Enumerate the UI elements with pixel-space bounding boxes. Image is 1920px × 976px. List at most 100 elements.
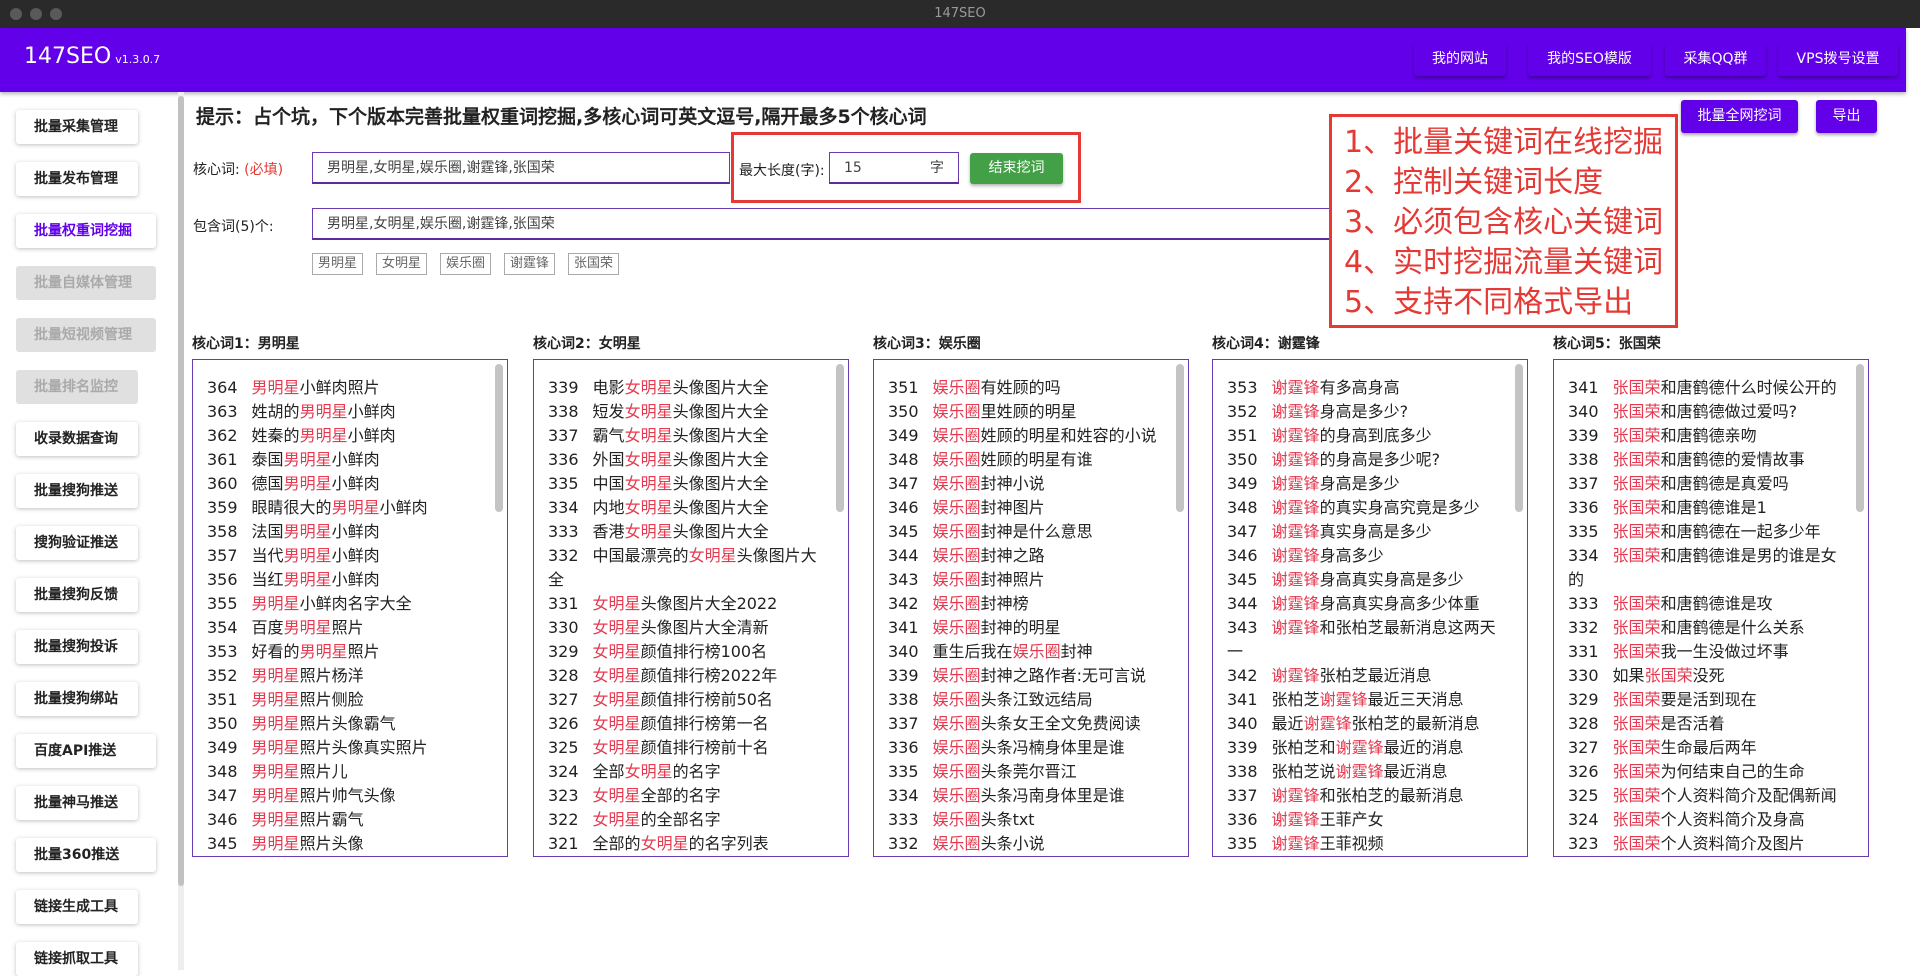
list-scrollbar[interactable] — [495, 364, 503, 512]
list-item[interactable]: 337 张国荣和唐鹤德是真爱吗 — [1568, 472, 1838, 496]
batch-mining-button[interactable]: 批量全网挖词 — [1681, 100, 1798, 133]
sidebar-item[interactable]: 批量搜狗反馈 — [16, 578, 138, 612]
list-item[interactable]: 341 娱乐圈封神的明星 — [888, 616, 1158, 640]
list-item[interactable]: 321 全部的女明星的名字列表 — [548, 832, 818, 856]
sidebar-item[interactable]: 批量搜狗推送 — [16, 474, 138, 508]
list-item[interactable]: 356 当红男明星小鲜肉 — [207, 568, 477, 592]
list-item[interactable]: 362 姓秦的男明星小鲜肉 — [207, 424, 477, 448]
list-item[interactable]: 348 娱乐圈姓顾的明星有谁 — [888, 448, 1158, 472]
list-item[interactable]: 342 娱乐圈封神榜 — [888, 592, 1158, 616]
sidebar-item[interactable]: 链接抓取工具 — [16, 942, 138, 976]
list-item[interactable]: 348 男明星照片儿 — [207, 760, 477, 784]
sidebar-item[interactable]: 批量自媒体管理 — [16, 266, 156, 300]
list-item[interactable]: 323 女明星全部的名字 — [548, 784, 818, 808]
list-item[interactable]: 359 眼睛很大的男明星小鲜肉 — [207, 496, 477, 520]
list-item[interactable]: 331 张国荣我一生没做过坏事 — [1568, 640, 1838, 664]
list-item[interactable]: 347 男明星照片帅气头像 — [207, 784, 477, 808]
list-item[interactable]: 332 娱乐圈头条小说 — [888, 832, 1158, 856]
list-item[interactable]: 353 谢霆锋有多高身高 — [1227, 376, 1497, 400]
core-word-input[interactable]: 男明星,女明星,娱乐圈,谢霆锋,张国荣 — [312, 152, 730, 184]
list-item[interactable]: 322 女明星的全部名字 — [548, 808, 818, 832]
list-item[interactable]: 327 女明星颜值排行榜前50名 — [548, 688, 818, 712]
list-scrollbar[interactable] — [1176, 364, 1184, 512]
list-item[interactable]: 324 全部女明星的名字 — [548, 760, 818, 784]
list-item[interactable]: 357 当代男明星小鲜肉 — [207, 544, 477, 568]
list-item[interactable]: 326 女明星颜值排行榜第一名 — [548, 712, 818, 736]
keyword-list[interactable]: 339 电影女明星头像图片大全 338 短发女明星头像图片大全 337 霸气女明星头像图片… — [533, 359, 849, 857]
list-item[interactable]: 325 女明星颜值排行榜前十名 — [548, 736, 818, 760]
list-item[interactable]: 334 张国荣和唐鹤德谁是男的谁是女的 — [1568, 544, 1838, 592]
list-item[interactable]: 349 娱乐圈姓顾的明星和姓容的小说 — [888, 424, 1158, 448]
list-item[interactable]: 334 内地女明星头像图片大全 — [548, 496, 818, 520]
list-item[interactable]: 333 张国荣和唐鹤德谁是攻 — [1568, 592, 1838, 616]
sidebar-item[interactable]: 批量排名监控 — [16, 370, 138, 404]
list-item[interactable]: 324 张国荣个人资料简介及身高 — [1568, 808, 1838, 832]
sidebar-item[interactable]: 批量360推送 — [16, 838, 156, 872]
list-item[interactable]: 346 男明星照片霸气 — [207, 808, 477, 832]
list-item[interactable]: 340 重生后我在娱乐圈封神 — [888, 640, 1158, 664]
close-window-button[interactable] — [10, 8, 22, 20]
list-item[interactable]: 339 娱乐圈封神之路作者:无可言说 — [888, 664, 1158, 688]
list-item[interactable]: 335 谢霆锋王菲视频 — [1227, 832, 1497, 856]
keyword-list[interactable]: 353 谢霆锋有多高身高 352 谢霆锋身高是多少? 351 谢霆锋的身高到底多少 350 谢… — [1212, 359, 1528, 857]
qq-group-button[interactable]: 采集QQ群 — [1665, 43, 1766, 76]
list-item[interactable]: 345 谢霆锋身高真实身高是多少 — [1227, 568, 1497, 592]
list-item[interactable]: 346 娱乐圈封神图片 — [888, 496, 1158, 520]
sidebar-item[interactable]: 链接生成工具 — [16, 890, 138, 924]
list-item[interactable]: 350 娱乐圈里姓顾的明星 — [888, 400, 1158, 424]
list-item[interactable]: 343 娱乐圈封神照片 — [888, 568, 1158, 592]
list-item[interactable]: 333 娱乐圈头条txt — [888, 808, 1158, 832]
list-item[interactable]: 337 娱乐圈头条女王全文免费阅读 — [888, 712, 1158, 736]
list-item[interactable]: 361 泰国男明星小鲜肉 — [207, 448, 477, 472]
sidebar-item[interactable]: 批量神马推送 — [16, 786, 138, 820]
list-item[interactable]: 331 女明星头像图片大全2022 — [548, 592, 818, 616]
list-item[interactable]: 336 娱乐圈头条冯楠身体里是谁 — [888, 736, 1158, 760]
list-item[interactable]: 333 香港女明星头像图片大全 — [548, 520, 818, 544]
tag[interactable]: 张国荣 — [568, 253, 620, 275]
list-item[interactable]: 343 谢霆锋和张柏芝最新消息这两天一 — [1227, 616, 1497, 664]
list-item[interactable]: 344 娱乐圈封神之路 — [888, 544, 1158, 568]
max-length-input[interactable]: 15 字 — [829, 152, 959, 184]
list-item[interactable]: 353 好看的男明星照片 — [207, 640, 477, 664]
list-item[interactable]: 352 男明星照片杨洋 — [207, 664, 477, 688]
tag[interactable]: 谢霆锋 — [504, 253, 556, 275]
window-controls[interactable] — [10, 8, 62, 20]
list-item[interactable]: 363 姓胡的男明星小鲜肉 — [207, 400, 477, 424]
list-item[interactable]: 351 谢霆锋的身高到底多少 — [1227, 424, 1497, 448]
list-item[interactable]: 352 谢霆锋身高是多少? — [1227, 400, 1497, 424]
sidebar-item[interactable]: 收录数据查询 — [16, 422, 138, 456]
list-item[interactable]: 350 谢霆锋的身高是多少呢? — [1227, 448, 1497, 472]
list-item[interactable]: 350 男明星照片头像霸气 — [207, 712, 477, 736]
list-item[interactable]: 336 谢霆锋王菲产女 — [1227, 808, 1497, 832]
list-item[interactable]: 339 张柏芝和谢霆锋最近的消息 — [1227, 736, 1497, 760]
sidebar-item[interactable]: 批量短视频管理 — [16, 318, 156, 352]
list-item[interactable]: 330 女明星头像图片大全清新 — [548, 616, 818, 640]
list-item[interactable]: 329 女明星颜值排行榜100名 — [548, 640, 818, 664]
list-item[interactable]: 328 女明星颜值排行榜2022年 — [548, 664, 818, 688]
list-item[interactable]: 325 张国荣个人资料简介及配偶新闻 — [1568, 784, 1838, 808]
tag[interactable]: 女明星 — [376, 253, 428, 275]
my-site-button[interactable]: 我的网站 — [1414, 43, 1506, 76]
list-item[interactable]: 351 娱乐圈有姓顾的吗 — [888, 376, 1158, 400]
list-item[interactable]: 364 男明星小鲜肉照片 — [207, 376, 477, 400]
sidebar-item[interactable]: 百度API推送 — [16, 734, 156, 768]
list-item[interactable]: 338 张国荣和唐鹤德的爱情故事 — [1568, 448, 1838, 472]
include-word-input[interactable]: 男明星,女明星,娱乐圈,谢霆锋,张国荣 — [312, 208, 1332, 240]
list-item[interactable]: 344 谢霆锋身高真实身高多少体重 — [1227, 592, 1497, 616]
list-scrollbar[interactable] — [1856, 364, 1864, 512]
list-item[interactable]: 349 谢霆锋身高是多少 — [1227, 472, 1497, 496]
list-scrollbar[interactable] — [1515, 364, 1523, 512]
list-item[interactable]: 336 张国荣和唐鹤德谁是1 — [1568, 496, 1838, 520]
list-item[interactable]: 347 谢霆锋真实身高是多少 — [1227, 520, 1497, 544]
list-item[interactable]: 342 谢霆锋张柏芝最近消息 — [1227, 664, 1497, 688]
stop-mining-button[interactable]: 结束挖词 — [970, 153, 1063, 184]
tag[interactable]: 男明星 — [312, 253, 364, 275]
keyword-list[interactable]: 341 张国荣和唐鹤德什么时候公开的 340 张国荣和唐鹤德做过爱吗? 339 张国荣和唐… — [1553, 359, 1869, 857]
list-item[interactable]: 332 中国最漂亮的女明星头像图片大全 — [548, 544, 818, 592]
list-item[interactable]: 341 张国荣和唐鹤德什么时候公开的 — [1568, 376, 1838, 400]
list-item[interactable]: 339 张国荣和唐鹤德亲吻 — [1568, 424, 1838, 448]
list-item[interactable]: 345 男明星照片头像 — [207, 832, 477, 856]
list-item[interactable]: 338 短发女明星头像图片大全 — [548, 400, 818, 424]
sidebar-scroll-thumb[interactable] — [178, 96, 184, 886]
list-item[interactable]: 349 男明星照片头像真实照片 — [207, 736, 477, 760]
